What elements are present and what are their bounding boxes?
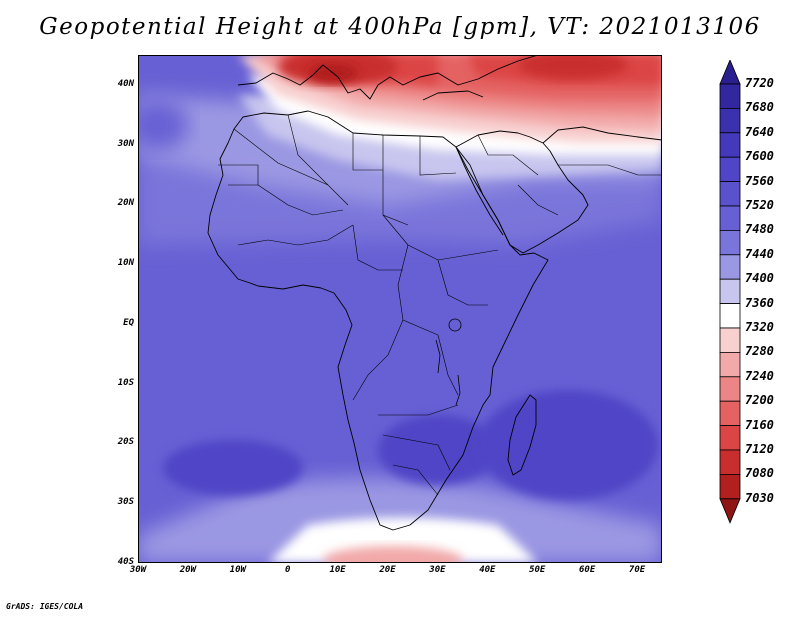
persian-gulf-coast (542, 126, 662, 144)
lon-label: 20W (179, 565, 197, 575)
colorbar-level-label: 7360 (745, 295, 774, 310)
lat-label: 10S (117, 377, 134, 388)
colorbar-level-label: 7240 (745, 368, 774, 383)
lat-label: 40S (117, 557, 134, 567)
colorbar-level-label: 7640 (745, 124, 774, 139)
africa-coastline (207, 110, 549, 531)
country-borders (218, 114, 662, 496)
colorbar-swatch (719, 132, 741, 158)
colorbar-swatch (719, 376, 741, 402)
chart-title: Geopotential Height at 400hPa [gpm], VT:… (39, 14, 761, 40)
colorbar-swatch (719, 351, 741, 378)
colorbar-swatch (719, 303, 741, 329)
colorbar-level-label: 7720 (745, 76, 774, 90)
arabia-coastline (455, 130, 589, 254)
lat-label: 20S (117, 437, 134, 448)
colorbar-swatch (719, 449, 741, 475)
field-high-atlantic-north (138, 100, 188, 150)
lat-label: 30N (117, 138, 134, 149)
map-border (138, 55, 662, 563)
colorbar (719, 60, 741, 524)
field-red-7080 (518, 55, 628, 79)
lat-label: 30S (117, 497, 134, 508)
lat-label: EQ (123, 317, 134, 328)
colorbar-level-label: 7400 (745, 271, 774, 286)
lon-label: 70E (628, 565, 646, 575)
colorbar-swatch (719, 229, 741, 256)
lat-label: 10N (117, 258, 134, 269)
red-sea-west (455, 146, 504, 236)
colorbar-level-label: 7440 (745, 246, 774, 261)
colorbar-swatch (719, 473, 741, 500)
colorbar-swatch (719, 254, 741, 280)
grads-credit: GrADS: IGES/COLA (6, 602, 84, 611)
colorbar-swatch (719, 327, 741, 353)
lon-label: 40E (479, 565, 496, 575)
colorbar-level-label: 7680 (745, 100, 774, 115)
colorbar-swatch (719, 108, 741, 134)
colorbar-swatch (719, 156, 741, 182)
lon-label: 30E (429, 565, 446, 575)
colorbar-level-label: 7320 (745, 320, 774, 334)
colorbar-level-label: 7560 (745, 173, 774, 188)
colorbar-swatch (719, 278, 741, 304)
field-south-white (268, 517, 538, 563)
colorbar-level-label: 7600 (745, 149, 774, 164)
lon-label: 60E (579, 565, 596, 575)
colorbar-level-label: 7120 (745, 442, 774, 456)
colorbar-level-label: 7160 (745, 417, 774, 432)
colorbar-swatch (719, 181, 741, 207)
colorbar-level-label: 7480 (745, 222, 774, 237)
colorbar-level-label: 7080 (745, 466, 774, 481)
map-panel (138, 55, 662, 563)
madagascar-coastline (507, 394, 537, 476)
lon-label: 20E (379, 565, 396, 575)
lon-label: 50E (529, 565, 546, 575)
colorbar-top-triangle (719, 60, 741, 85)
field-south-pink (323, 546, 463, 563)
field-high-atlantic (163, 440, 303, 496)
colorbar-swatch (719, 400, 741, 427)
field-high-south-africa (378, 415, 498, 485)
colorbar-level-label: 7030 (745, 490, 774, 505)
colorbar-level-label: 7200 (745, 393, 774, 408)
lakes (435, 318, 462, 406)
lat-label: 20N (117, 198, 134, 209)
colorbar-swatch (719, 205, 741, 231)
colorbar-level-label: 7280 (745, 344, 774, 359)
colorbar-level-label: 7520 (745, 198, 774, 212)
europe-coastline (237, 55, 539, 101)
lon-label: 10E (329, 565, 346, 575)
coastlines (207, 55, 662, 531)
geopotential-map (138, 55, 662, 563)
lon-label: 30W (129, 565, 147, 575)
lon-label: 10W (229, 565, 246, 575)
lat-label: 40N (117, 78, 134, 89)
colorbar-swatch (719, 425, 741, 451)
colorbar-swatch (719, 83, 741, 109)
lon-label: 0 (284, 565, 291, 575)
colorbar-bottom-triangle (719, 498, 741, 524)
field-high-indian (478, 390, 658, 500)
